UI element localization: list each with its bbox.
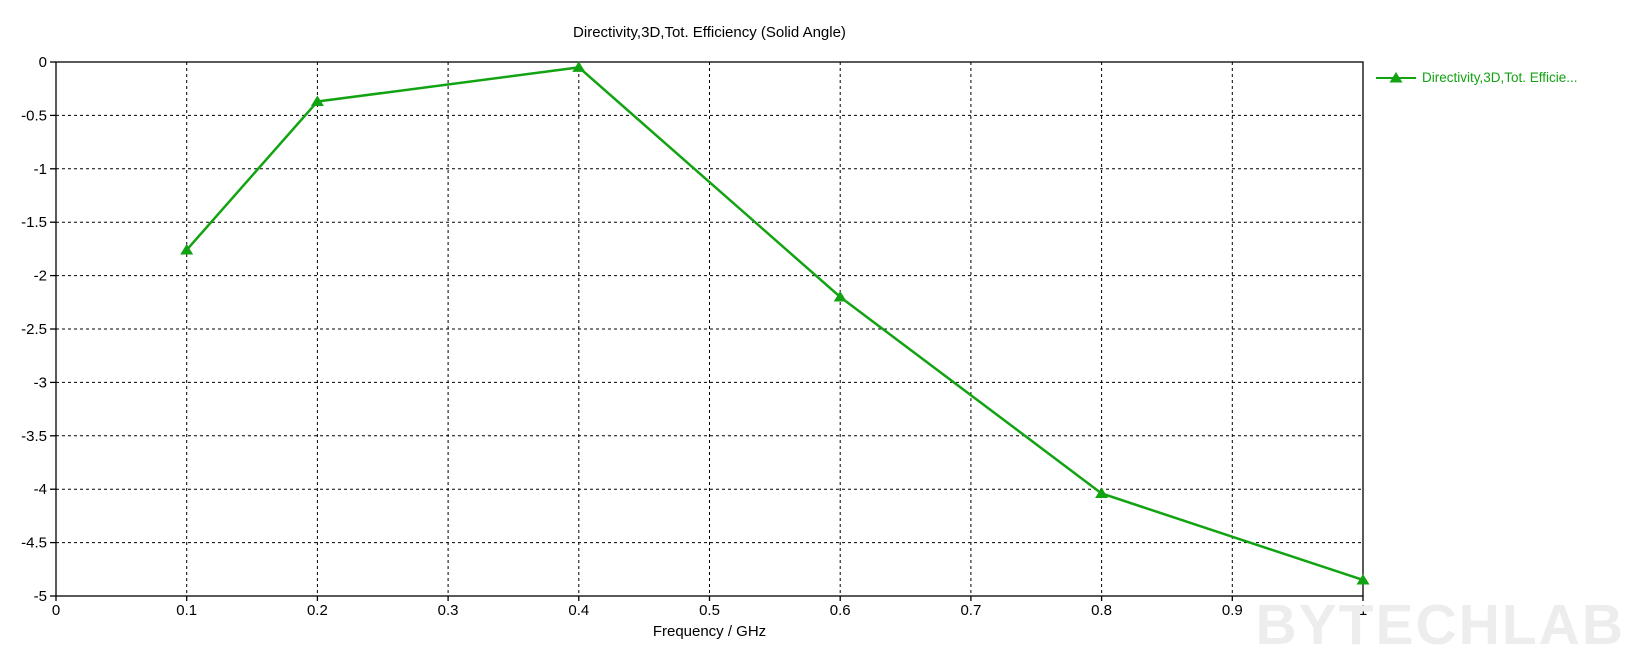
x-tick-label: 1: [1359, 602, 1367, 619]
series-line: [185, 66, 1365, 582]
data-point-marker: [1095, 487, 1109, 498]
x-tick-label: 0.3: [438, 602, 459, 619]
x-tick-label: 0.8: [1091, 602, 1112, 619]
x-tick-label: 0: [52, 602, 60, 619]
y-tick-label: -5: [34, 588, 47, 605]
y-tick-label: -3: [34, 374, 47, 391]
x-tick-label: 0.6: [830, 602, 851, 619]
y-tick-label: -4.5: [21, 535, 47, 552]
y-tick-label: -1.5: [21, 214, 47, 231]
x-axis-label: Frequency / GHz: [652, 623, 767, 640]
x-tick-label: 0.1: [176, 602, 197, 619]
legend-marker-icon: [1376, 71, 1416, 82]
y-tick-label: -1: [34, 161, 47, 178]
data-point-marker: [1356, 573, 1370, 585]
legend-label: Directivity,3D,Tot. Efficie...: [1422, 70, 1578, 85]
data-point-marker: [833, 290, 847, 302]
data-point-marker: [310, 95, 324, 107]
data-point-marker: [572, 61, 586, 72]
x-tick-label: 0.2: [307, 602, 328, 619]
x-tick-label: 0.9: [1222, 602, 1243, 619]
y-tick-label: -2.5: [21, 321, 47, 338]
watermark: BYTECHLAB: [1255, 593, 1625, 657]
x-tick-label: 0.4: [568, 602, 589, 619]
y-tick-label: -2: [34, 268, 47, 285]
chart-title: Directivity,3D,Tot. Efficiency (Solid An…: [573, 24, 846, 41]
y-tick-label: 0: [39, 54, 47, 71]
data-point-marker: [180, 243, 194, 255]
x-tick-label: 0.5: [699, 602, 720, 619]
y-tick-label: -0.5: [21, 107, 47, 124]
y-tick-label: -4: [34, 481, 47, 498]
y-tick-label: -3.5: [21, 428, 47, 445]
legend: Directivity,3D,Tot. Efficie...: [1376, 70, 1578, 85]
x-tick-label: 0.7: [960, 602, 981, 619]
